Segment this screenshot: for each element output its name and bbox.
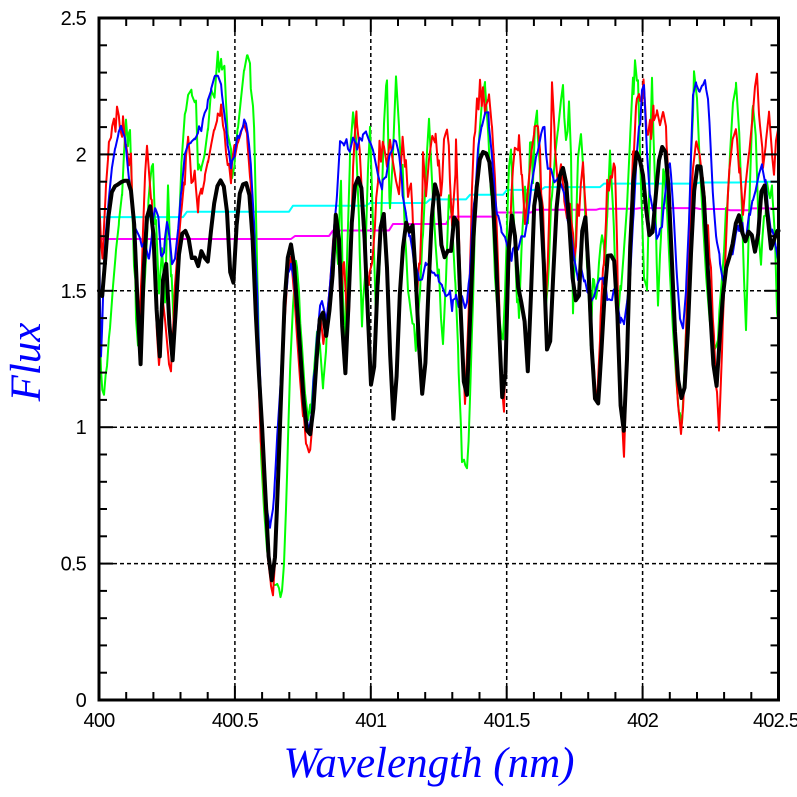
svg-text:400.5: 400.5 bbox=[212, 710, 259, 732]
svg-text:2: 2 bbox=[76, 144, 87, 166]
svg-text:1: 1 bbox=[76, 417, 87, 439]
svg-text:0: 0 bbox=[76, 690, 87, 712]
svg-text:402: 402 bbox=[627, 710, 659, 732]
svg-text:400: 400 bbox=[84, 710, 116, 732]
svg-text:401: 401 bbox=[355, 710, 387, 732]
svg-text:402.5: 402.5 bbox=[753, 710, 797, 732]
svg-text:0.5: 0.5 bbox=[61, 554, 87, 576]
svg-text:Wavelength (nm): Wavelength (nm) bbox=[284, 740, 575, 787]
svg-text:401.5: 401.5 bbox=[484, 710, 531, 732]
svg-text:Flux: Flux bbox=[3, 323, 50, 403]
svg-text:1.5: 1.5 bbox=[61, 281, 87, 303]
svg-text:2.5: 2.5 bbox=[61, 8, 87, 30]
